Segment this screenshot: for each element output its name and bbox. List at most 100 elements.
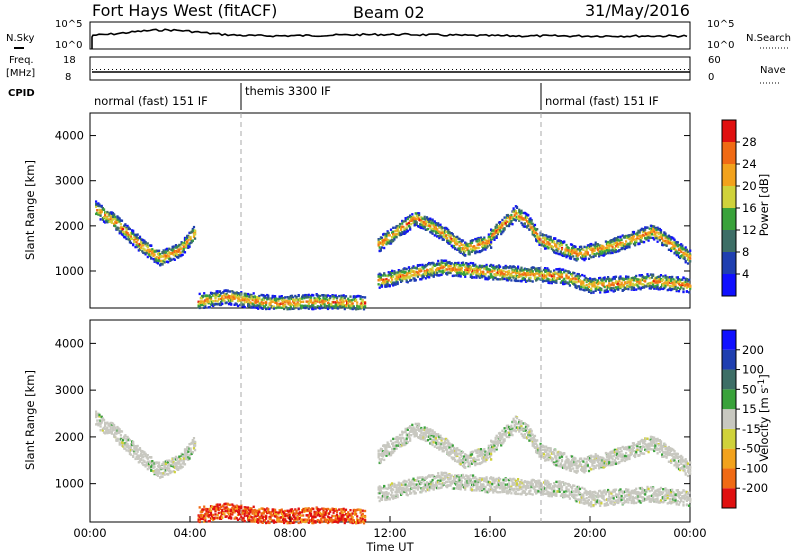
- power-cell: [326, 294, 330, 297]
- velocity-cell: [98, 413, 101, 417]
- power-cell: [293, 302, 296, 305]
- power-cell: [322, 294, 325, 297]
- power-cell: [203, 292, 206, 295]
- power-cell: [110, 221, 113, 224]
- power-cell: [608, 278, 611, 281]
- velocity-cell: [163, 470, 166, 474]
- velocity-cell: [171, 463, 174, 466]
- power-cell: [475, 275, 478, 278]
- power-cell: [447, 230, 450, 233]
- power-cell: [418, 213, 421, 217]
- power-cell: [567, 249, 570, 252]
- power-cell: [263, 294, 267, 298]
- power-cell: [612, 249, 615, 253]
- velocity-cell: [310, 512, 313, 516]
- power-cell: [671, 242, 674, 245]
- velocity-cell: [227, 508, 231, 511]
- power-cell: [569, 257, 573, 260]
- power-cell: [500, 270, 503, 273]
- power-cell: [186, 236, 189, 239]
- velocity-cell: [132, 440, 135, 444]
- power-cell: [469, 245, 472, 248]
- power-cell: [474, 248, 477, 251]
- power-cell: [636, 235, 639, 238]
- velocity-cell: [186, 453, 189, 456]
- power-cell: [674, 245, 677, 248]
- power-cell: [117, 227, 120, 230]
- power-cell: [511, 223, 514, 226]
- power-cell: [114, 217, 117, 221]
- power-cell: [638, 286, 641, 289]
- velocity-cell: [200, 510, 204, 514]
- nsearch-tick-bottom: 10^0: [707, 40, 734, 51]
- power-cell: [185, 245, 188, 248]
- power-cell: [509, 222, 512, 225]
- velocity-cell: [106, 427, 109, 431]
- power-cell: [265, 303, 268, 306]
- power-cell: [599, 252, 602, 256]
- power-cell: [377, 283, 380, 286]
- velocity-cell: [222, 504, 225, 507]
- power-cell: [265, 301, 268, 304]
- power-cell: [560, 273, 564, 276]
- power-cell: [214, 299, 217, 302]
- power-cell: [653, 287, 656, 290]
- power-cell: [586, 288, 589, 291]
- power-cell: [314, 306, 317, 309]
- power-cell: [448, 242, 451, 245]
- power-cell: [594, 246, 597, 249]
- power-cell: [357, 305, 360, 308]
- power-cell: [128, 227, 131, 231]
- power-cell: [680, 278, 683, 282]
- power-cell: [506, 273, 510, 276]
- velocity-cell: [213, 505, 216, 509]
- velocity-cell: [153, 465, 156, 468]
- power-cell: [169, 252, 172, 255]
- power-cell: [593, 248, 596, 251]
- power-cell: [496, 273, 499, 276]
- power-cell: [238, 297, 241, 300]
- power-cell: [483, 247, 486, 250]
- power-cell: [461, 249, 465, 252]
- power-cell: [286, 296, 289, 299]
- power-cell: [620, 238, 623, 241]
- power-cell: [361, 303, 364, 307]
- power-cell: [401, 219, 404, 223]
- power-cell: [460, 269, 463, 273]
- power-cell: [467, 262, 470, 266]
- power-cell: [585, 279, 588, 282]
- power-cell: [653, 225, 656, 228]
- power-cell: [328, 298, 331, 302]
- power-cell: [199, 300, 202, 303]
- power-y-label: Slant Range [km]: [23, 160, 37, 260]
- power-cell: [538, 235, 541, 238]
- power-cell: [491, 234, 494, 237]
- power-cell: [626, 276, 629, 279]
- power-cell: [661, 235, 664, 238]
- power-cell: [553, 240, 556, 243]
- power-cell: [564, 251, 567, 254]
- power-cell: [288, 297, 291, 300]
- power-cell: [252, 303, 255, 306]
- power-cell: [316, 305, 319, 308]
- power-cell: [401, 277, 404, 280]
- power-cell: [474, 246, 477, 249]
- velocity-cell: [275, 511, 278, 514]
- power-cell: [495, 265, 498, 269]
- power-cell: [496, 278, 499, 281]
- velocity-cell: [218, 507, 222, 511]
- power-cell: [274, 295, 277, 298]
- power-cell: [608, 282, 611, 285]
- power-cell: [500, 232, 503, 236]
- power-cell: [554, 281, 557, 284]
- power-cell: [433, 227, 436, 231]
- power-cell: [423, 225, 426, 229]
- velocity-cell: [95, 410, 98, 413]
- power-cell: [488, 268, 492, 271]
- power-cell: [285, 299, 288, 302]
- power-cell: [159, 253, 162, 256]
- power-cell: [324, 297, 327, 301]
- power-cell: [528, 278, 531, 281]
- velocity-cell: [242, 509, 245, 512]
- power-cell: [440, 264, 443, 267]
